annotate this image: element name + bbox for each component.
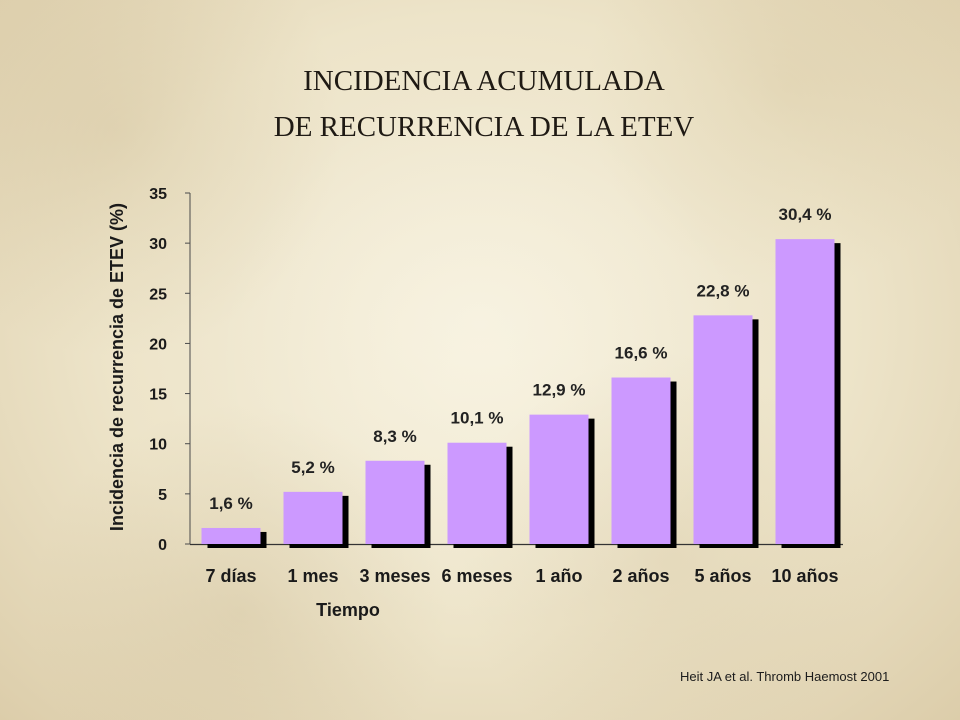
y-tick-label-10: 10 [149,437,167,454]
x-tick-label-6: 2 años [612,566,669,586]
bar-1 [201,527,261,544]
y-tick-label-30: 30 [149,236,167,253]
x-tick-label-2: 1 mes [287,566,338,586]
y-tick-label-20: 20 [149,336,167,353]
data-label-6: 16,6 % [615,344,668,363]
bar-6 [611,377,671,544]
y-tick-label-15: 15 [149,387,167,404]
slide-title-line-2: DE RECURRENCIA DE LA ETEV [274,111,695,143]
x-tick-label-7: 5 años [694,566,751,586]
bar-5 [529,414,589,544]
bar-3 [365,460,425,544]
citation: Heit JA et al. Thromb Haemost 2001 [680,669,889,684]
x-tick-label-8: 10 años [771,566,838,586]
data-label-4: 10,1 % [451,409,504,428]
y-axis-label: Incidencia de recurrencia de ETEV (%) [107,203,127,531]
x-tick-label-5: 1 año [535,566,582,586]
y-tick-label-5: 5 [158,487,167,504]
y-tick-label-35: 35 [149,186,167,203]
y-tick-label-0: 0 [158,537,167,554]
x-axis-tick-labels: 7 días 1 mes 3 meses 6 meses 1 año 2 años 5 añ… [205,566,838,586]
y-tick-label-25: 25 [149,286,167,303]
bar-7 [693,315,753,544]
data-label-2: 5,2 % [291,458,334,477]
x-tick-label-4: 6 meses [441,566,512,586]
x-tick-label-1: 7 días [205,566,256,586]
bar-2 [283,491,343,544]
y-axis-ticks: 0 5 10 15 20 25 30 35 [149,186,190,554]
slide-title-line-1: INCIDENCIA ACUMULADA [303,65,665,97]
data-label-3: 8,3 % [373,427,416,446]
bar-series [201,239,841,549]
data-labels: 1,6 % 5,2 % 8,3 % 10,1 % 12,9 % 16,6 % 22,8 % 3… [209,205,831,513]
bar-4 [447,442,507,544]
x-axis-label: Tiempo [316,600,380,620]
bar-chart: Incidencia de recurrencia de ETEV (%) 0 5… [107,186,843,620]
x-tick-label-3: 3 meses [359,566,430,586]
data-label-5: 12,9 % [533,381,586,400]
data-label-1: 1,6 % [209,494,252,513]
data-label-7: 22,8 % [697,281,750,300]
bar-8 [775,239,835,545]
data-label-8: 30,4 % [779,205,832,224]
